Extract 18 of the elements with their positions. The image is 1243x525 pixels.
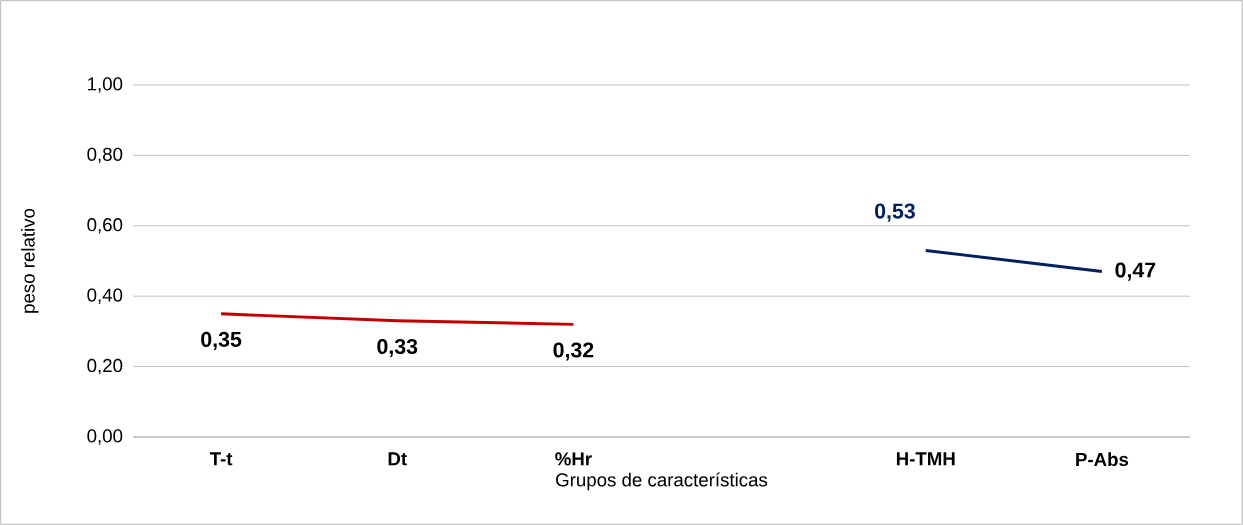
y-axis-title: peso relativo: [21, 208, 39, 313]
x-tick-label: Dt: [388, 452, 407, 466]
data-label: 0,35: [201, 331, 242, 351]
y-tick-label: 0,40: [87, 288, 123, 304]
data-label: 0,32: [553, 342, 594, 361]
data-label: 0,47: [1115, 262, 1156, 281]
x-tick-label: P-Abs: [1076, 452, 1129, 467]
data-label: 0,33: [377, 338, 418, 358]
x-tick-label: %Hr: [555, 452, 592, 466]
y-tick-label: 0,60: [87, 218, 123, 234]
y-tick-label: 0,20: [87, 358, 123, 375]
y-tick-label: 0,00: [87, 429, 123, 445]
x-tick-label: H-TMH: [896, 452, 955, 466]
data-label: 0,53: [875, 203, 915, 222]
y-tick-label: 0,80: [87, 147, 123, 164]
x-tick-label: T-t: [209, 452, 233, 466]
x-axis-title: Grupos de características: [556, 472, 768, 491]
y-tick-label: 1,00: [88, 77, 123, 93]
